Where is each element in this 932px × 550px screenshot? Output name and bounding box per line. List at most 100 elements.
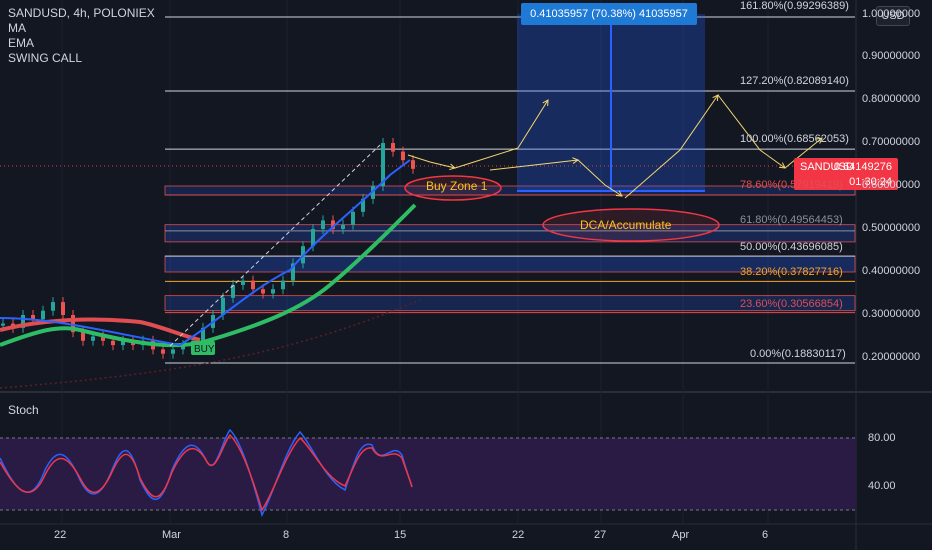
forecast-arrow-head: [816, 137, 823, 144]
candle-body: [331, 220, 335, 229]
measure-label: 0.41035957 (70.38%) 41035957: [521, 3, 697, 25]
forecast-arrow-head: [615, 190, 623, 197]
candle-body: [351, 211, 355, 225]
price-tag-price: 0.64149276: [833, 161, 892, 173]
stoch-title[interactable]: Stoch: [8, 403, 39, 417]
dca-label: DCA/Accumulate: [580, 218, 672, 232]
indicator-swing-call[interactable]: SWING CALL: [8, 51, 83, 65]
stoch-d-line: [0, 433, 413, 512]
time-axis-label: Mar: [162, 529, 181, 541]
fib-label-1618: 161.80%(0.99296389): [740, 0, 849, 12]
symbol-title: SANDUSD, 4h, POLONIEX: [8, 6, 155, 20]
candle-body: [251, 280, 255, 290]
candle-body: [221, 297, 225, 315]
current-price-tag: SANDUSD 0.64149276 01:30:24: [794, 158, 898, 190]
candle-body: [271, 289, 275, 294]
candle-body: [231, 284, 235, 298]
price-axis-label: 0.40000000: [862, 265, 921, 277]
candle-body: [61, 302, 65, 315]
time-axis-label: Apr: [672, 529, 690, 541]
candle-body: [291, 263, 295, 281]
price-axis-label: 0.80000000: [862, 93, 921, 105]
long-ma-line: [0, 299, 421, 389]
fib-label-382: 38.20%(0.37827716): [740, 266, 843, 278]
candle-body: [281, 280, 285, 290]
forecast-arrow: [717, 94, 786, 169]
fib-label-786: 78.60%(0.57919419): [740, 179, 843, 191]
forecast-arrow: [577, 159, 623, 197]
candle-body: [341, 224, 345, 229]
candle-body: [51, 302, 55, 311]
stoch-level-40: 40.00: [868, 480, 896, 492]
fib-label-0: 0.00%(0.18830117): [750, 348, 846, 360]
forecast-arrow-head: [712, 94, 719, 102]
candle-body: [241, 280, 245, 285]
candle-body: [411, 160, 415, 169]
time-axis-label: 22: [512, 529, 525, 541]
chart-legend: SANDUSD, 4h, POLONIEX MA EMA SWING CALL: [8, 6, 155, 66]
time-axis-label: 27: [594, 529, 607, 541]
price-axis-label: 0.50000000: [862, 222, 921, 234]
forecast-arrow: [624, 94, 719, 199]
time-axis-label: 8: [283, 529, 290, 541]
fib-label-618: 61.80%(0.49564453): [740, 214, 843, 226]
forecast-arrow: [407, 154, 456, 169]
buy-signal-marker: [191, 341, 215, 355]
fib-label-100: 100.00%(0.68562053): [740, 133, 849, 145]
price-axis-label: 0.30000000: [862, 308, 921, 320]
candle-body: [261, 289, 265, 294]
fib-zone: [164, 295, 856, 312]
time-axis-label: 15: [394, 529, 407, 541]
buy-zone-label: Buy Zone 1: [426, 179, 488, 193]
candle-body: [321, 220, 325, 229]
ma-line: [0, 317, 201, 342]
candle-body: [41, 310, 45, 320]
candle-body: [161, 349, 165, 354]
candle-body: [21, 315, 25, 328]
price-axis-label: 0.90000000: [862, 50, 921, 62]
price-tag-symbol: SANDUSD: [800, 161, 854, 173]
candle-body: [1, 323, 5, 326]
candle-body: [311, 229, 315, 247]
candle-body: [101, 336, 105, 341]
price-tag-countdown: 01:30:24: [849, 176, 892, 188]
candle-body: [391, 143, 395, 152]
candle-body: [361, 198, 365, 212]
price-ma-line: [0, 159, 411, 347]
dca-ellipse: [542, 208, 720, 242]
stoch-level-80: 80.00: [868, 432, 896, 444]
buy-signal-text: BUY: [194, 344, 215, 355]
price-axis-label: 0.70000000: [862, 136, 921, 148]
stoch-band: [0, 438, 856, 510]
candle-body: [171, 349, 175, 354]
indicator-ema[interactable]: EMA: [8, 36, 35, 50]
candle-body: [111, 340, 115, 346]
candle-body: [81, 332, 85, 341]
currency-button[interactable]: USD: [876, 6, 910, 26]
candle-body: [91, 336, 95, 341]
fib-label-1272: 127.20%(0.82089140): [740, 75, 849, 87]
time-axis-label: 6: [762, 529, 769, 541]
price-axis-label: 0.20000000: [862, 351, 921, 363]
price-axis-label: 1.00000000: [862, 8, 921, 20]
fib-zone: [164, 224, 856, 243]
indicator-ma[interactable]: MA: [8, 21, 26, 35]
fib-label-236: 23.60%(0.30566854): [740, 298, 843, 310]
forecast-arrow-head: [542, 99, 549, 107]
candle-body: [381, 143, 385, 186]
forecast-arrow: [784, 137, 823, 169]
forecast-arrow: [489, 159, 579, 171]
buy-zone-ellipse: [404, 175, 502, 201]
candle-body: [71, 315, 75, 333]
candle-body: [31, 315, 35, 320]
price-axis-label: 0.60000000: [862, 179, 921, 191]
candle-body: [181, 345, 185, 350]
candle-body: [401, 151, 405, 161]
ema-line: [0, 203, 417, 348]
candle-body: [121, 340, 125, 346]
fib-label-50: 50.00%(0.43696085): [740, 241, 843, 253]
time-axis-label: 22: [54, 529, 67, 541]
candle-body: [201, 327, 205, 341]
forecast-arrow: [454, 99, 549, 169]
